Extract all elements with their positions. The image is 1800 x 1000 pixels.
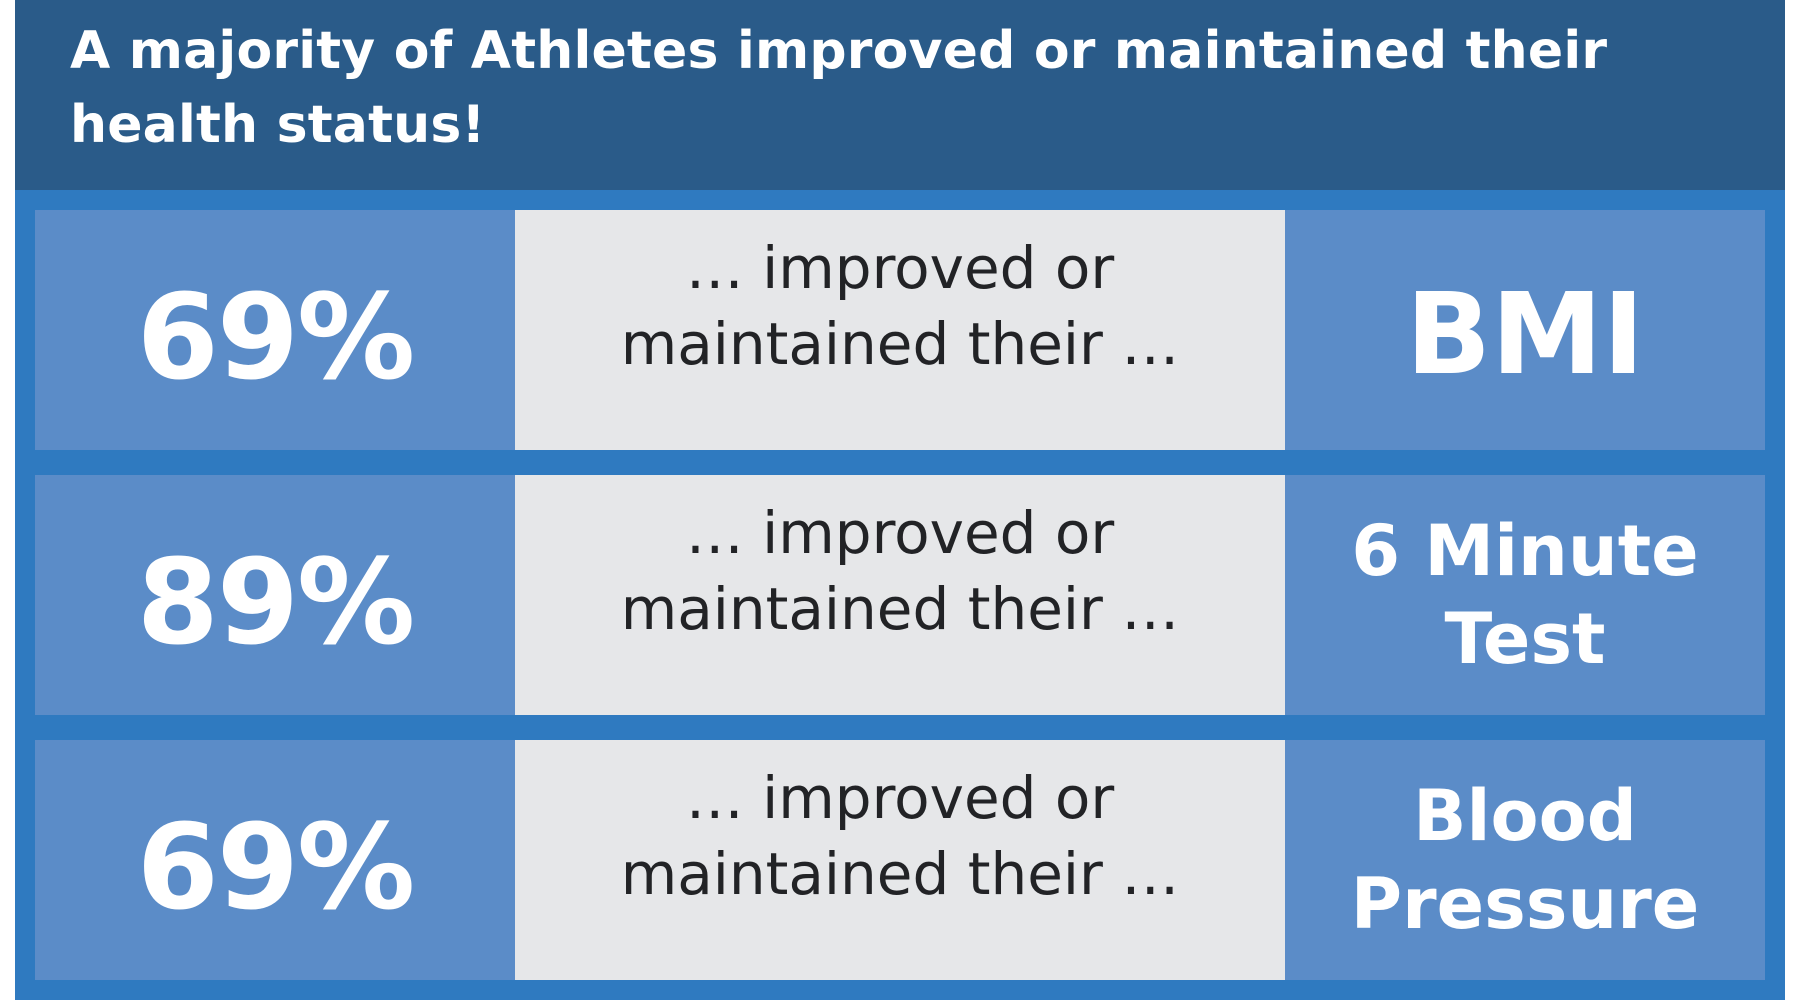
percent-value: 69% [136,798,415,936]
metric-label-line-1: Blood [1413,775,1637,857]
metric-label-line-2: Test [1444,598,1606,680]
phrase-line-2: maintained their … [620,575,1180,643]
stat-row-blood-pressure: 69% … improved or maintained their … Blo… [35,740,1765,980]
phrase-tile: … improved or maintained their … [515,475,1285,715]
metric-label-line-2: Pressure [1350,863,1700,945]
page-title: A majority of Athletes improved or maint… [70,14,1745,162]
percent-tile: 69% [35,210,515,450]
metric-label: BMI [1405,270,1645,400]
phrase-line-1: … improved or [685,499,1115,567]
stat-row-bmi: 69% … improved or maintained their … BMI [35,210,1765,450]
percent-value: 69% [136,268,415,406]
phrase-tile: … improved or maintained their … [515,740,1285,980]
stat-row-6-minute-test: 89% … improved or maintained their … 6 M… [35,475,1765,715]
percent-value: 89% [136,533,415,671]
metric-label-line-1: 6 Minute [1351,510,1699,592]
phrase-tile: … improved or maintained their … [515,210,1285,450]
metric-tile: Blood Pressure [1285,740,1765,980]
metric-tile: BMI [1285,210,1765,450]
percent-tile: 69% [35,740,515,980]
phrase-line-1: … improved or [685,234,1115,302]
percent-tile: 89% [35,475,515,715]
infographic-frame: A majority of Athletes improved or maint… [15,0,1785,1000]
metric-tile: 6 Minute Test [1285,475,1765,715]
phrase-line-2: maintained their … [620,840,1180,908]
header-banner: A majority of Athletes improved or maint… [15,0,1785,190]
phrase-line-2: maintained their … [620,310,1180,378]
phrase-line-1: … improved or [685,764,1115,832]
title-line-2: health status! [70,95,486,155]
title-line-1: A majority of Athletes improved or maint… [70,21,1608,81]
